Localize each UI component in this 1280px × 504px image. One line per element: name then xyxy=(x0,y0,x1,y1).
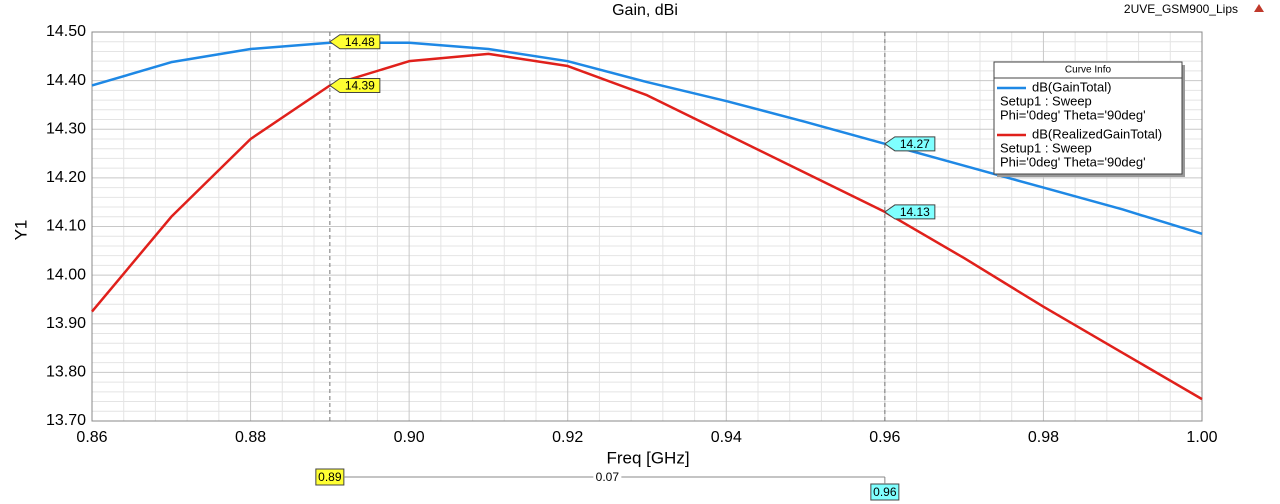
project-name: 2UVE_GSM900_Lips xyxy=(1124,2,1238,16)
marker-label-box xyxy=(883,204,936,220)
legend-box xyxy=(993,61,1183,175)
y-tick-label: 14.50 xyxy=(46,23,86,40)
x-tick-label: 0.94 xyxy=(711,429,742,446)
legend-title: Curve Info xyxy=(1065,65,1112,76)
x-tick-label: 0.96 xyxy=(869,429,900,446)
legend-variables: Phi='0deg' Theta='90deg' xyxy=(1000,154,1146,169)
marker-label-box xyxy=(328,77,381,93)
legend-setup: Setup1 : Sweep xyxy=(1000,140,1092,155)
delta-marker-label: 0.89 xyxy=(318,470,342,484)
legend-label: dB(RealizedGainTotal) xyxy=(1032,126,1162,141)
legend-variables: Phi='0deg' Theta='90deg' xyxy=(1000,107,1146,122)
y-axis-label: Y1 xyxy=(11,220,30,241)
series-line xyxy=(91,41,1203,235)
y-tick-label: 13.90 xyxy=(46,315,86,332)
x-tick-label: 0.88 xyxy=(235,429,266,446)
series-line xyxy=(91,52,1203,401)
y-tick-label: 14.00 xyxy=(46,266,86,283)
x-tick-label: 0.90 xyxy=(394,429,425,446)
y-tick-label: 14.20 xyxy=(46,169,86,186)
x-tick-label: 1.00 xyxy=(1186,429,1217,446)
x-axis-label: Freq [GHz] xyxy=(606,448,689,467)
delta-bg xyxy=(593,470,622,484)
marker-label: 14.39 xyxy=(345,79,375,93)
marker-label: 14.13 xyxy=(900,205,930,219)
y-tick-label: 14.30 xyxy=(46,120,86,137)
y-tick-label: 14.10 xyxy=(46,218,86,235)
marker-label-box xyxy=(883,136,936,152)
marker-label-box xyxy=(328,34,381,50)
y-tick-label: 13.80 xyxy=(46,364,86,381)
plot-frame xyxy=(91,31,1203,422)
marker-label: 14.27 xyxy=(900,137,930,151)
x-tick-label: 0.92 xyxy=(552,429,583,446)
legend-label: dB(GainTotal) xyxy=(1032,79,1111,94)
x-tick-label: 0.98 xyxy=(1028,429,1059,446)
delta-value: 0.07 xyxy=(596,470,620,484)
project-icon xyxy=(1254,4,1264,12)
chart-title: Gain, dBi xyxy=(612,2,678,19)
y-tick-label: 13.70 xyxy=(46,412,86,429)
x-tick-label: 0.86 xyxy=(76,429,107,446)
y-tick-label: 14.40 xyxy=(46,72,86,89)
delta-marker-label: 0.96 xyxy=(873,485,897,499)
legend-setup: Setup1 : Sweep xyxy=(1000,93,1092,108)
marker-label: 14.48 xyxy=(345,35,375,49)
